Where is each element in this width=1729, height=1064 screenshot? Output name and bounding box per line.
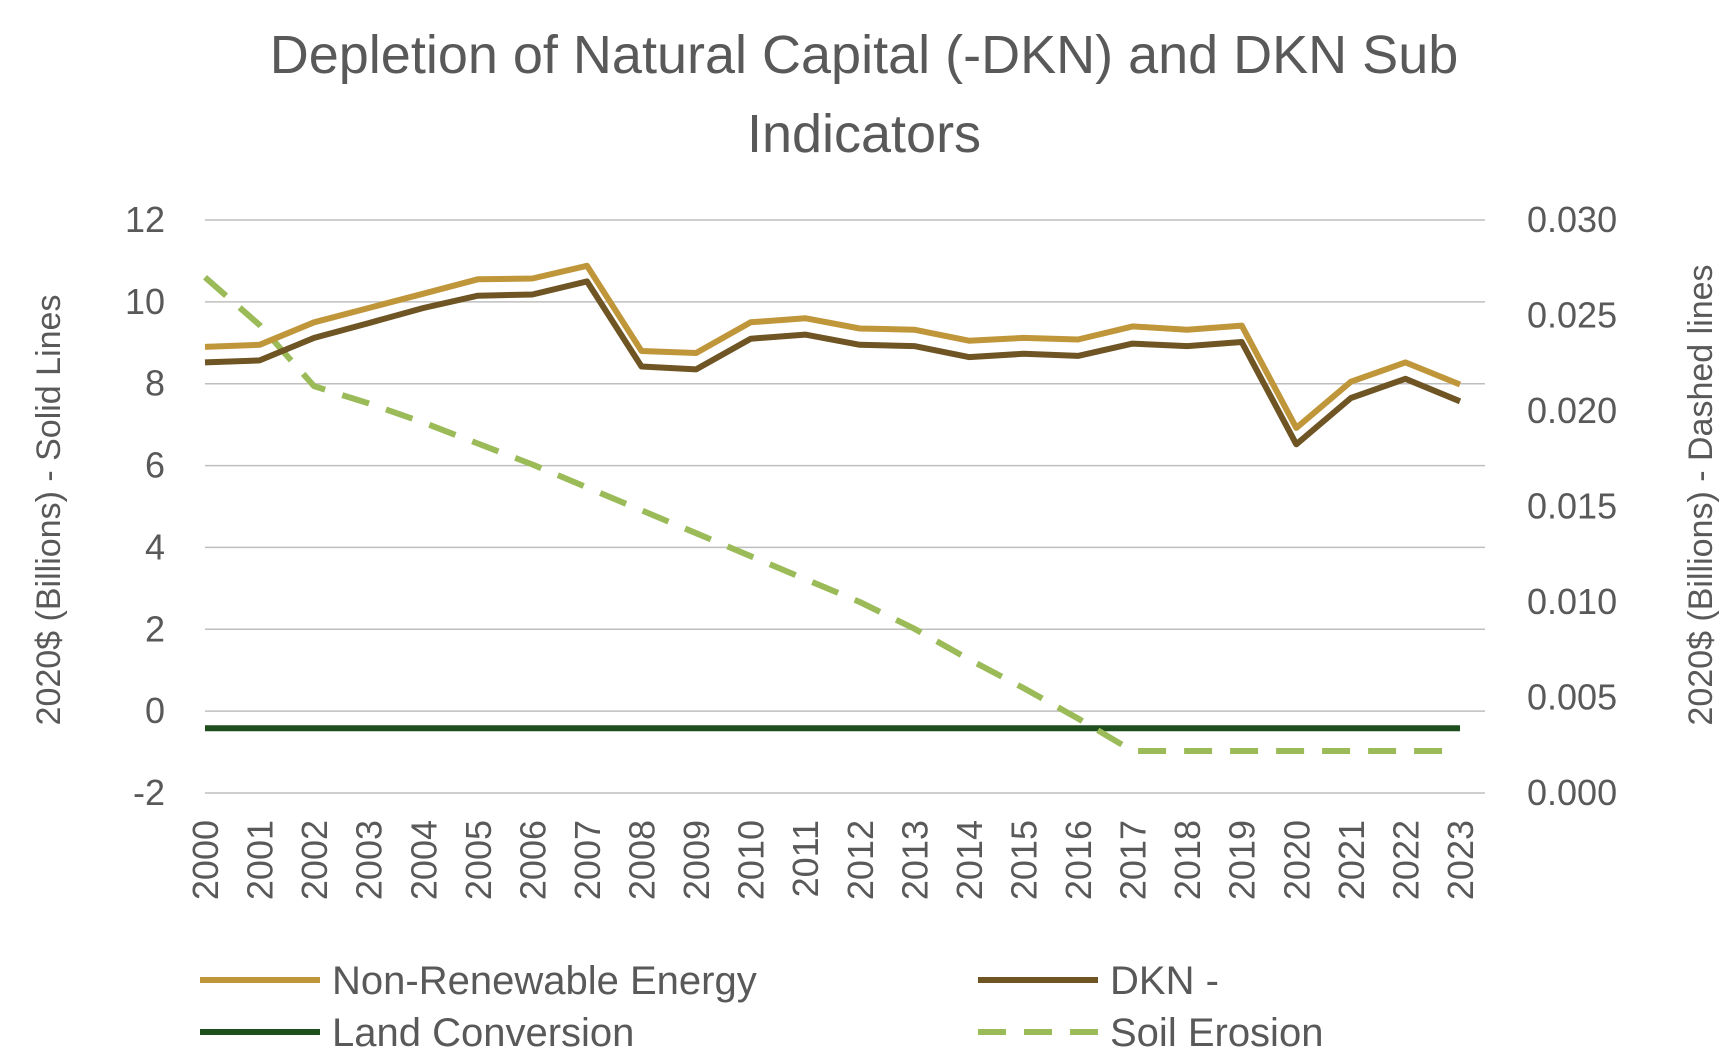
- left-tick-label: 2: [145, 608, 165, 649]
- chart-title: Depletion of Natural Capital (-DKN) and …: [270, 25, 1459, 164]
- left-tick-label: 0: [145, 690, 165, 731]
- series-line-non-renewable-energy: [204, 262, 1462, 431]
- x-axis-ticks: 2000 2001 2002 2003 2004 2005 2006 2007 2008 2009…: [185, 820, 1481, 900]
- legend-label: Land Conversion: [332, 1011, 634, 1055]
- x-tick-label: 2020: [1276, 820, 1317, 900]
- x-tick-label: 2006: [512, 820, 553, 900]
- x-tick-label: 2008: [622, 820, 663, 900]
- right-tick-label: 0.025: [1527, 295, 1617, 336]
- x-tick-label: 2001: [240, 820, 281, 900]
- x-tick-label: 2000: [185, 820, 226, 900]
- gridlines: [205, 219, 1485, 794]
- x-tick-label: 2004: [403, 820, 444, 900]
- x-tick-label: 2007: [567, 820, 608, 900]
- series-line-soil-erosion: [203, 275, 1460, 754]
- right-y-axis-title: 2020$ (Billions) - Dashed lines: [1682, 264, 1720, 725]
- series-lines: [203, 262, 1462, 754]
- left-tick-label: 8: [145, 363, 165, 404]
- right-tick-label: 0.015: [1527, 486, 1617, 527]
- legend-label: Non-Renewable Energy: [332, 959, 757, 1003]
- right-tick-label: 0.020: [1527, 390, 1617, 431]
- x-tick-label: 2005: [458, 820, 499, 900]
- chart-title-line-2: Indicators: [747, 104, 981, 164]
- left-tick-label: -2: [133, 772, 165, 813]
- x-tick-label: 2010: [731, 820, 772, 900]
- x-tick-label: 2023: [1440, 820, 1481, 900]
- right-tick-label: 0.000: [1527, 772, 1617, 813]
- x-tick-label: 2018: [1167, 820, 1208, 900]
- x-tick-label: 2003: [349, 820, 390, 900]
- x-tick-label: 2011: [785, 820, 826, 897]
- right-tick-label: 0.030: [1527, 199, 1617, 240]
- left-tick-label: 4: [145, 526, 165, 567]
- x-tick-label: 2012: [840, 820, 881, 900]
- x-tick-label: 2019: [1222, 820, 1263, 900]
- x-tick-label: 2009: [676, 820, 717, 900]
- series-line-dkn: [204, 278, 1462, 448]
- x-tick-label: 2014: [949, 820, 990, 900]
- x-tick-label: 2013: [894, 820, 935, 900]
- left-tick-label: 6: [145, 445, 165, 486]
- chart-title-line-1: Depletion of Natural Capital (-DKN) and …: [270, 25, 1459, 85]
- x-tick-label: 2002: [294, 820, 335, 900]
- legend-label: DKN -: [1110, 959, 1219, 1003]
- x-tick-label: 2021: [1331, 820, 1372, 900]
- right-y-axis-ticks: 0.000 0.005 0.010 0.015 0.020 0.025 0.030: [1527, 199, 1617, 813]
- x-tick-label: 2017: [1113, 820, 1154, 900]
- left-tick-label: 10: [125, 281, 165, 322]
- right-tick-label: 0.010: [1527, 581, 1617, 622]
- left-y-axis-ticks: -2 0 2 4 6 8 10 12: [125, 199, 165, 813]
- x-tick-label: 2022: [1385, 820, 1426, 900]
- x-tick-label: 2015: [1003, 820, 1044, 900]
- legend: Non-Renewable Energy DKN - Land Conversion…: [200, 959, 1323, 1055]
- left-tick-label: 12: [125, 199, 165, 240]
- x-tick-label: 2016: [1058, 820, 1099, 900]
- right-tick-label: 0.005: [1527, 677, 1617, 718]
- left-y-axis-title: 2020$ (Billions) - Solid Lines: [30, 295, 68, 726]
- legend-label: Soil Erosion: [1110, 1011, 1323, 1055]
